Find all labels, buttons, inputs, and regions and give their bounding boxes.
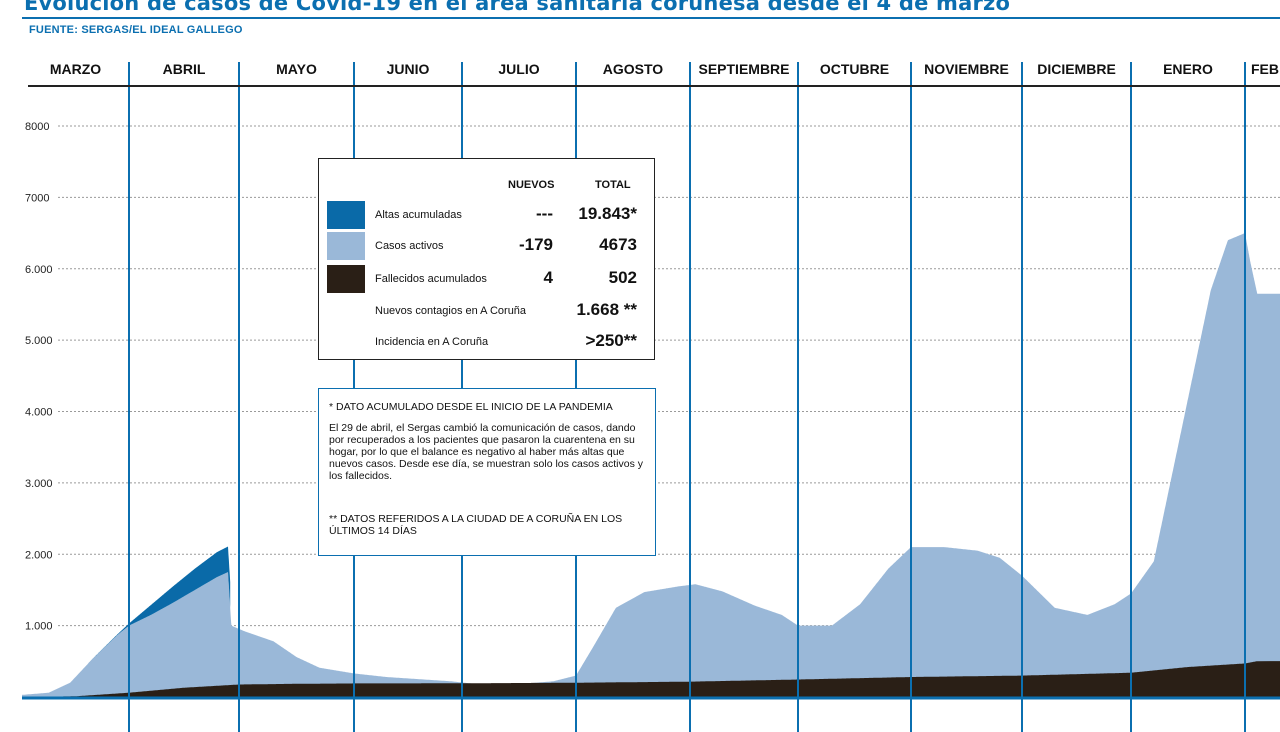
legend-swatch-fallecidos — [327, 265, 365, 293]
series-altas-acumuladas — [86, 546, 231, 666]
month-label: MAYO — [276, 61, 317, 77]
month-label: DICIEMBRE — [1037, 61, 1116, 77]
note-accumulated: * DATO ACUMULADO DESDE EL INICIO DE LA P… — [329, 401, 613, 413]
chart-title: Evolución de casos de Covid-19 en el áre… — [24, 0, 1011, 15]
legend-row-contagios: Nuevos contagios en A Coruña 1.668 ** — [327, 297, 645, 325]
legend-row-fallecidos: Fallecidos acumulados 4 502 — [327, 265, 645, 293]
legend-total: 1.668 ** — [576, 300, 638, 319]
month-label: JULIO — [498, 61, 539, 77]
series-fallecidos-acumulados — [22, 661, 1280, 697]
legend-row-incidencia: Incidencia en A Coruña >250** — [327, 328, 645, 356]
source-label: FUENTE: SERGAS/EL IDEAL GALLEGO — [29, 24, 243, 36]
legend-nuevos: --- — [536, 204, 553, 223]
y-tick-label: 2.000 — [25, 549, 53, 561]
legend-total: 19.843* — [578, 204, 637, 223]
legend-swatch-activos — [327, 232, 365, 260]
month-label: SEPTIEMBRE — [698, 61, 789, 77]
y-tick-label: 3.000 — [25, 478, 53, 490]
title-rule — [22, 17, 1280, 19]
y-tick-label: 1.000 — [25, 621, 53, 633]
legend-header-nuevos: NUEVOS — [508, 179, 555, 191]
y-tick-label: 4.000 — [25, 407, 53, 419]
series-casos-activos — [22, 233, 1280, 697]
month-label: FEB — [1251, 61, 1279, 77]
y-tick-label: 8000 — [25, 121, 49, 133]
month-label: JUNIO — [387, 61, 430, 77]
month-label: MARZO — [50, 61, 101, 77]
legend-nuevos: 4 — [543, 268, 553, 287]
legend-total: >250** — [585, 331, 637, 350]
month-label: ENERO — [1163, 61, 1213, 77]
legend-box: NUEVOS TOTAL Altas acumuladas --- 19.843… — [318, 158, 655, 360]
legend-total: 502 — [608, 268, 637, 287]
legend-header-total: TOTAL — [595, 179, 631, 191]
legend-label: Incidencia en A Coruña — [375, 336, 489, 348]
y-tick-label: 5.000 — [25, 335, 53, 347]
legend-row-activos: Casos activos -179 4673 — [327, 232, 645, 260]
month-label: NOVIEMBRE — [924, 61, 1009, 77]
axis-layer — [22, 85, 1280, 700]
y-tick-label: 7000 — [25, 192, 49, 204]
legend-nuevos: -179 — [518, 235, 553, 254]
legend-row-altas: Altas acumuladas --- 19.843* — [327, 201, 645, 229]
legend-swatch-altas — [327, 201, 365, 229]
notes-box: * DATO ACUMULADO DESDE EL INICIO DE LA P… — [318, 388, 656, 556]
note-methodology: El 29 de abril, el Sergas cambió la comu… — [329, 422, 643, 482]
month-label: OCTUBRE — [820, 61, 889, 77]
month-label: ABRIL — [163, 61, 206, 77]
area-layer — [22, 233, 1280, 697]
legend-label: Nuevos contagios en A Coruña — [375, 305, 527, 317]
legend-label: Fallecidos acumulados — [375, 273, 487, 285]
grid-layer: 8000 7000 6.000 5.000 4.000 3.000 2.000 1.000 — [25, 121, 1280, 633]
legend-label: Altas acumuladas — [375, 209, 462, 221]
note-city-data: ** DATOS REFERIDOS A LA CIUDAD DE A CORU… — [329, 513, 623, 537]
legend-label: Casos activos — [375, 240, 444, 252]
legend-total: 4673 — [599, 235, 637, 254]
month-label: AGOSTO — [603, 61, 664, 77]
y-tick-label: 6.000 — [25, 264, 53, 276]
